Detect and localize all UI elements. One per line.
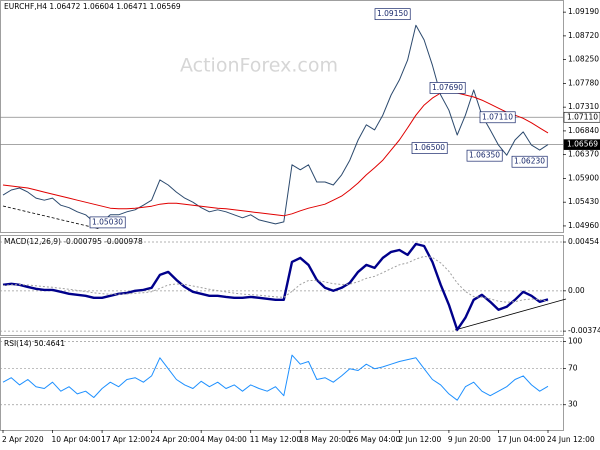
x-tick-label: 18 May 20:00 — [299, 435, 351, 444]
price-label-box — [563, 111, 600, 123]
x-tick-label: 2 Apr 2020 — [2, 435, 44, 444]
price-label: 1.07110 — [567, 112, 598, 121]
price-label-box — [563, 139, 600, 150]
series-line — [2, 354, 549, 401]
annotation-box — [429, 82, 466, 94]
price-label: 1.06569 — [567, 140, 598, 149]
rsi-panel — [0, 337, 564, 431]
annotation-label: 1.06500 — [414, 143, 445, 152]
macd-title: MACD(12,26,9) -0.000795 -0.000978 — [4, 237, 143, 246]
trendline — [454, 298, 567, 331]
x-tick-label: 26 May 04:00 — [349, 435, 401, 444]
y-tick-label: 1.05430 — [568, 197, 599, 206]
watermark: ActionForex.com — [180, 55, 338, 77]
x-tick-label: 17 Jun 04:00 — [497, 435, 545, 444]
annotation-label: 1.07690 — [432, 83, 463, 92]
price-panel — [0, 0, 564, 233]
annotation-box — [374, 8, 411, 21]
annotation-label: 1.07110 — [482, 112, 513, 121]
x-tick-label: 2 Jun 12:00 — [398, 435, 441, 444]
y-tick-label: 1.04960 — [568, 221, 599, 230]
annotation-label: 1.06350 — [469, 151, 500, 160]
y-tick-label: 1.08250 — [568, 55, 599, 64]
rsi-title: RSI(14) 50.4641 — [4, 339, 65, 348]
annotation-label: 1.09150 — [377, 9, 408, 18]
y-tick-label: 30 — [568, 400, 578, 409]
y-tick-label: 0.00 — [568, 286, 585, 295]
y-tick-label: 1.08720 — [568, 31, 599, 40]
y-tick-label: 1.06840 — [568, 126, 599, 135]
trendline — [2, 205, 101, 230]
annotation-box — [479, 111, 516, 124]
y-tick-label: 1.07780 — [568, 78, 599, 87]
price-title: EURCHF,H4 1.06472 1.06604 1.06471 1.0656… — [4, 2, 181, 11]
macd-panel — [0, 235, 564, 336]
x-tick-label: 11 May 12:00 — [250, 435, 302, 444]
x-tick-label: 10 Apr 04:00 — [52, 435, 101, 444]
y-tick-label: 1.06370 — [568, 150, 599, 159]
series-line — [2, 242, 549, 331]
x-tick-label: 9 Jun 20:00 — [448, 435, 491, 444]
y-tick-label: 1.09190 — [568, 7, 599, 16]
annotation-box — [411, 142, 448, 154]
y-tick-label: 1.05900 — [568, 173, 599, 182]
annotation-label: 1.06230 — [514, 157, 545, 166]
annotation-label: 1.05030 — [92, 217, 123, 226]
y-tick-label: 1.07310 — [568, 102, 599, 111]
x-tick-label: 24 Jun 12:00 — [547, 435, 595, 444]
y-tick-label: 70 — [568, 364, 578, 373]
y-tick-label: -0.003745 — [568, 326, 600, 335]
annotation-box — [466, 149, 503, 162]
x-tick-label: 17 Apr 12:00 — [101, 435, 150, 444]
x-tick-label: 24 Apr 20:00 — [151, 435, 200, 444]
y-tick-label: 100 — [568, 337, 583, 346]
annotation-box — [89, 216, 126, 229]
annotation-box — [511, 155, 548, 168]
x-tick-label: 4 May 04:00 — [200, 435, 247, 444]
y-tick-label: 0.00454 — [568, 237, 599, 246]
